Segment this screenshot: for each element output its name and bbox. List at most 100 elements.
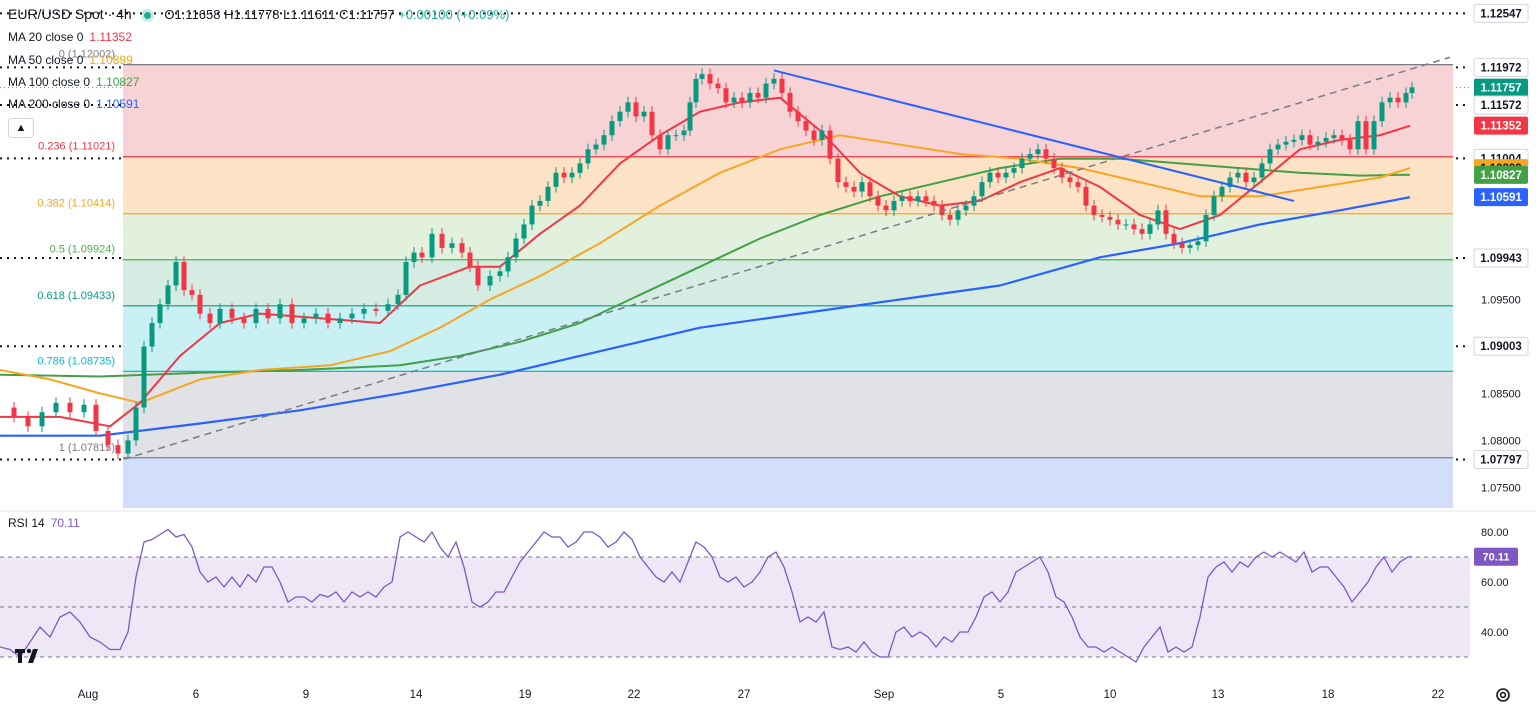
price-tag	[1473, 336, 1529, 356]
candle-down	[325, 313, 331, 324]
ma20-label: MA 20 close 0	[8, 30, 84, 44]
candle-up	[529, 205, 535, 225]
candle-down	[1043, 149, 1049, 159]
candle-up	[1299, 135, 1305, 140]
candle-down	[373, 308, 379, 311]
candle-down	[995, 172, 1001, 178]
candle-up	[1003, 172, 1009, 178]
rsi-value-tag	[1474, 547, 1518, 566]
rsi-legend[interactable]: RSI 14 70.11	[8, 516, 80, 530]
candle-up	[173, 261, 179, 286]
candle-down	[939, 205, 945, 216]
candle-up	[429, 233, 435, 258]
gear-icon[interactable]	[1494, 686, 1512, 704]
candle-up	[81, 404, 87, 413]
candle-up	[763, 83, 769, 98]
candle-up	[1211, 196, 1217, 216]
candle-up	[747, 92, 753, 103]
ascending-trendline	[123, 56, 1451, 460]
candle-up	[731, 97, 737, 103]
candle-up	[1123, 224, 1129, 226]
symbol-title[interactable]: EUR/USD Spot · 4h	[8, 6, 132, 22]
candle-up	[601, 135, 607, 145]
x-tick-label: Sep	[874, 689, 894, 701]
ohlc-readout: O1.11658 H1.11778 L1.11611 C1.11757 +0.0…	[164, 7, 509, 22]
candle-up	[963, 205, 969, 211]
rsi-tick-label: 60.00	[1481, 577, 1509, 589]
ma50-legend[interactable]: MA 50 close 0 1.10899	[8, 53, 133, 67]
candle-up	[385, 304, 391, 311]
candle-down	[419, 252, 425, 258]
x-tick-label: 9	[303, 689, 309, 701]
candle-up	[1027, 153, 1033, 159]
ma200-legend[interactable]: MA 200 close 0 1.10591	[8, 97, 139, 111]
ma20-legend[interactable]: MA 20 close 0 1.11352	[8, 30, 132, 44]
candle-up	[699, 74, 705, 79]
y-tick-label: 1.09500	[1481, 295, 1521, 307]
candle-down	[115, 445, 121, 454]
candle-down	[1059, 168, 1065, 178]
candle-up	[915, 196, 921, 201]
candle-up	[253, 308, 259, 324]
candle-up	[1259, 163, 1265, 178]
candle-down	[1115, 219, 1121, 225]
candle-down	[189, 290, 195, 295]
price-tag-text: 1.07797	[1480, 454, 1522, 466]
candle-up	[513, 238, 519, 258]
candle-up	[1267, 149, 1273, 164]
candle-up	[585, 149, 591, 164]
candle-up	[217, 308, 223, 324]
candle-up	[819, 130, 825, 140]
candle-up	[141, 346, 147, 408]
y-tick-label: 1.07500	[1481, 482, 1521, 494]
ma100-value: 1.10827	[96, 75, 140, 89]
candle-up	[1403, 92, 1409, 103]
ma100-legend[interactable]: MA 100 close 0 1.10827	[8, 75, 139, 89]
candle-down	[25, 416, 31, 427]
candle-up	[537, 200, 543, 206]
candle-up	[625, 102, 631, 112]
price-tag-text: 1.09943	[1480, 253, 1522, 265]
ma200-line	[0, 196, 1411, 437]
ohlc-high: H1.11778	[224, 7, 280, 22]
candle-down	[11, 407, 17, 417]
candle-down	[1083, 186, 1089, 206]
candle-up	[1283, 141, 1289, 145]
candle-down	[867, 182, 873, 197]
candle-up	[617, 111, 623, 122]
candle-up	[1251, 177, 1257, 183]
candle-up	[1011, 168, 1017, 173]
x-tick-label: 22	[1432, 689, 1445, 701]
chevron-up-icon[interactable]: ▲	[8, 118, 34, 138]
ma100-label: MA 100 close 0	[8, 75, 91, 89]
candle-down	[633, 102, 639, 117]
candle-down	[931, 200, 937, 206]
fib-band-0.618	[123, 305, 1453, 372]
candle-up	[859, 182, 865, 192]
candle-up	[577, 163, 583, 173]
fib-label-0.236: 0.236 (1.11021)	[38, 141, 115, 153]
candle-down	[181, 261, 187, 291]
ohlc-low: L1.11611	[283, 7, 336, 22]
price-tag	[1474, 116, 1528, 135]
x-tick-label: 27	[738, 689, 751, 701]
candle-up	[1195, 241, 1201, 246]
fib-band-0.786	[123, 371, 1453, 458]
x-tick-label: 10	[1104, 689, 1117, 701]
descending-trendline	[773, 69, 1295, 202]
fib-label-1: 1 (1.07815)	[59, 442, 115, 454]
candle-down	[907, 196, 913, 201]
candle-up	[1323, 138, 1329, 142]
candle-down	[265, 308, 271, 319]
price-tag	[1473, 248, 1529, 268]
fib-label-0.786: 0.786 (1.08735)	[37, 355, 115, 367]
tradingview-logo-icon[interactable]	[14, 646, 42, 664]
price-tag	[1474, 78, 1528, 97]
candle-down	[1395, 97, 1401, 103]
candle-down	[197, 294, 203, 314]
rsi-value-tag-text: 70.11	[1483, 552, 1510, 564]
candle-up	[1331, 135, 1337, 139]
candle-up	[449, 243, 455, 248]
